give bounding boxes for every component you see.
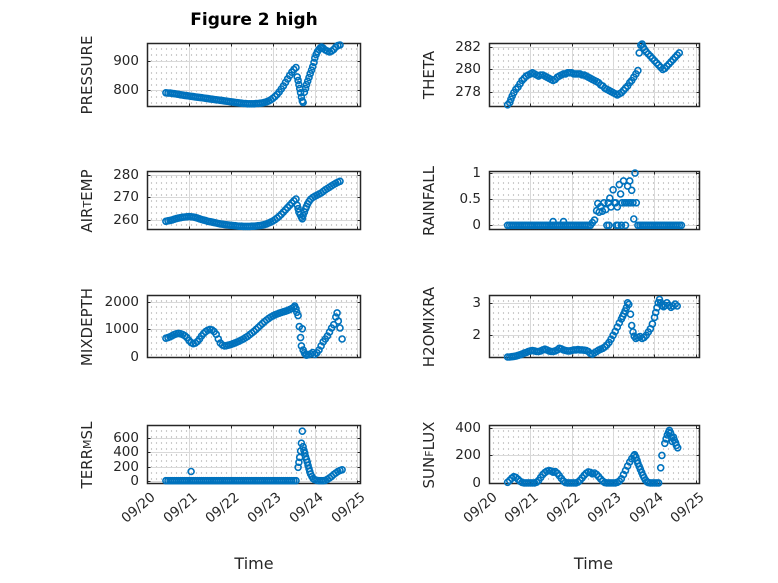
data-point-markers	[162, 41, 344, 108]
y-tick-label: 282	[455, 39, 481, 56]
x-tick-label: 09/24	[626, 489, 667, 527]
y-tick-label: 0	[472, 217, 481, 234]
y-tick-label: 200	[113, 458, 139, 475]
subplot-terr_msl	[146, 424, 362, 485]
y-axis-label-terr_msl: TERR M SL	[78, 421, 96, 488]
x-tick-label: 09/22	[202, 489, 243, 527]
x-tick-label: 09/22	[543, 489, 584, 527]
y-tick-label: 1000	[104, 321, 139, 338]
grid-lines	[489, 43, 700, 107]
y-tick-label: 1	[472, 165, 481, 182]
axes-frame	[488, 294, 701, 359]
x-tick-label: 09/21	[501, 489, 543, 527]
subplot-h2omixra	[488, 294, 701, 361]
y-tick-label: 280	[455, 61, 481, 78]
data-point-markers	[503, 169, 686, 230]
x-tick-label: 09/23	[584, 489, 625, 527]
subplot-sun_flux	[488, 424, 701, 487]
y-tick-label: 800	[113, 81, 139, 98]
y-tick-label: 3	[472, 294, 481, 311]
y-tick-label: 2	[472, 327, 481, 344]
data-point-markers	[503, 426, 682, 487]
x-axis-label-right: Time	[573, 554, 614, 573]
y-tick-label: 900	[113, 52, 139, 69]
data-point-markers	[162, 427, 346, 485]
subplot-rainfall	[488, 169, 701, 231]
y-tick-label: 600	[113, 430, 139, 447]
axes-frame	[146, 294, 362, 359]
subplot-air_temp	[146, 170, 362, 231]
tick-marks	[147, 295, 361, 358]
y-tick-label: 280	[113, 167, 139, 184]
axes-frame	[488, 424, 701, 485]
tick-marks	[489, 43, 700, 107]
x-tick-label: 09/25	[667, 489, 708, 527]
x-tick-label: 09/20	[118, 489, 159, 527]
y-tick-label: 0	[130, 348, 139, 365]
x-tick-label: 09/23	[244, 489, 285, 527]
data-point-markers	[503, 40, 684, 109]
y-tick-label: 2000	[104, 293, 139, 310]
y-tick-label: 278	[455, 83, 481, 100]
y-tick-label: 0	[472, 474, 481, 491]
grid-lines	[147, 43, 361, 107]
x-axis-label-left: Time	[234, 554, 274, 573]
data-point-markers	[162, 177, 344, 231]
y-axis-label-sun_flux: SUN F LUX	[420, 421, 438, 488]
y-tick-label: 200	[455, 447, 481, 464]
y-tick-label: 400	[455, 419, 481, 436]
data-point-markers	[503, 295, 681, 361]
y-tick-label: 400	[113, 444, 139, 461]
x-tick-label: 09/21	[160, 489, 201, 527]
x-tick-label: 09/25	[328, 489, 369, 527]
subplot-pressure	[146, 41, 362, 108]
figure-title: Figure 2 high	[190, 10, 318, 30]
tick-marks	[489, 295, 700, 358]
axes-frame	[488, 42, 701, 108]
axes-frame	[488, 170, 701, 231]
subplot-theta	[488, 40, 701, 109]
y-tick-label: 270	[113, 189, 139, 206]
y-tick-label: 260	[113, 211, 139, 228]
y-tick-label: 0	[130, 472, 139, 489]
subplot-mixdepth	[146, 294, 362, 360]
data-point-markers	[162, 302, 346, 360]
tick-marks	[147, 171, 361, 230]
y-tick-label: 0.5	[459, 191, 481, 208]
x-tick-label: 09/24	[286, 489, 327, 527]
x-tick-label: 09/20	[460, 489, 501, 527]
